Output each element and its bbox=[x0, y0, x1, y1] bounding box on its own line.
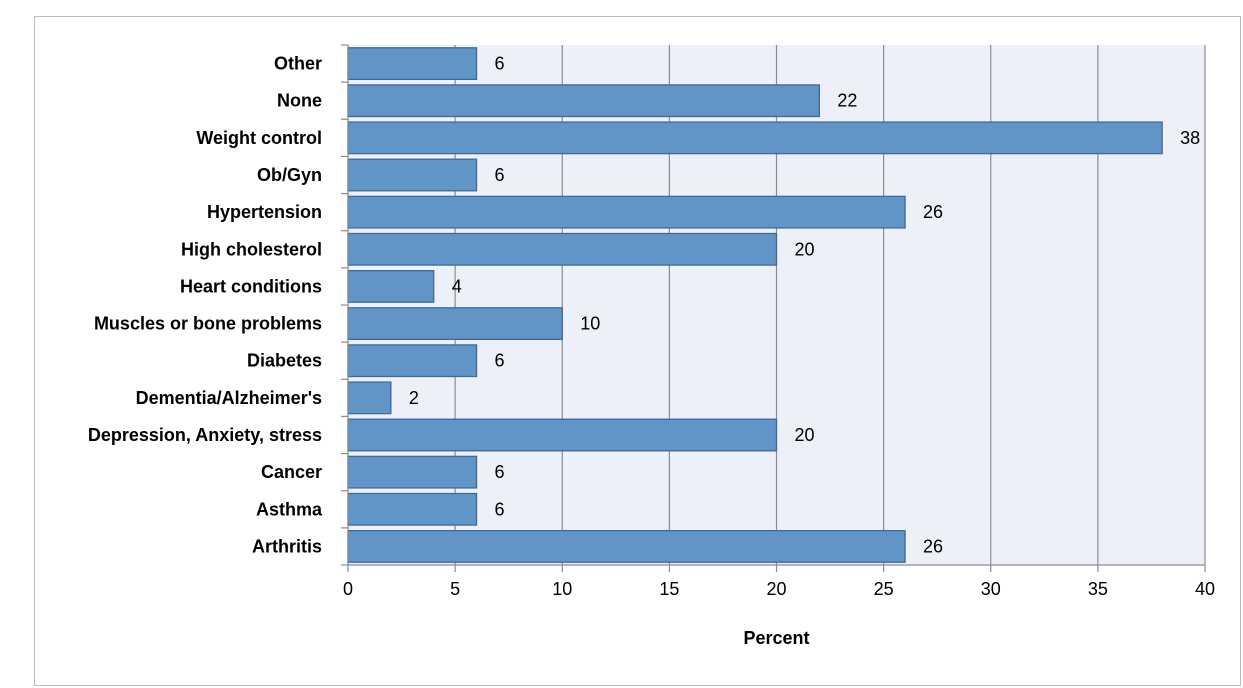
bar bbox=[347, 381, 392, 415]
data-label: 6 bbox=[495, 54, 505, 74]
category-label: Ob/Gyn bbox=[257, 165, 322, 185]
labels: 0 5 10 15 20 25 30 35 40 Other 6 None 22 Weight contr… bbox=[88, 54, 1215, 599]
bar bbox=[347, 344, 478, 378]
data-label: 38 bbox=[1180, 128, 1200, 148]
bar bbox=[347, 269, 435, 303]
category-label: Weight control bbox=[196, 128, 322, 148]
x-tick-label: 30 bbox=[981, 579, 1001, 599]
data-label: 6 bbox=[495, 499, 505, 519]
axes bbox=[341, 44, 1206, 572]
x-axis-title: Percent bbox=[743, 628, 809, 648]
data-label: 22 bbox=[837, 91, 857, 111]
data-label: 6 bbox=[495, 462, 505, 482]
data-label: 6 bbox=[495, 351, 505, 371]
x-tick-label: 25 bbox=[874, 579, 894, 599]
x-tick-label: 40 bbox=[1195, 579, 1215, 599]
bar bbox=[347, 121, 1163, 155]
x-tick-label: 10 bbox=[552, 579, 572, 599]
bar bbox=[347, 307, 563, 341]
bar bbox=[347, 195, 906, 229]
category-label: Depression, Anxiety, stress bbox=[88, 425, 322, 445]
data-label: 2 bbox=[409, 388, 419, 408]
category-label: None bbox=[277, 91, 322, 111]
data-label: 26 bbox=[923, 202, 943, 222]
bar bbox=[347, 418, 778, 452]
x-tick-label: 15 bbox=[659, 579, 679, 599]
bar bbox=[347, 84, 821, 118]
data-label: 10 bbox=[580, 314, 600, 334]
category-label: Dementia/Alzheimer's bbox=[136, 388, 322, 408]
data-label: 26 bbox=[923, 536, 943, 556]
category-label: Heart conditions bbox=[180, 276, 322, 296]
bar bbox=[347, 158, 478, 192]
category-label: High cholesterol bbox=[181, 239, 322, 259]
bar bbox=[347, 455, 478, 489]
data-label: 20 bbox=[795, 239, 815, 259]
category-label: Cancer bbox=[261, 462, 322, 482]
data-label: 6 bbox=[495, 165, 505, 185]
bar bbox=[347, 232, 778, 266]
data-label: 20 bbox=[795, 425, 815, 445]
bar bbox=[347, 529, 906, 563]
category-label: Hypertension bbox=[207, 202, 322, 222]
x-tick-label: 20 bbox=[766, 579, 786, 599]
category-label: Diabetes bbox=[247, 351, 322, 371]
bar bbox=[347, 492, 478, 526]
x-tick-label: 35 bbox=[1088, 579, 1108, 599]
x-tick-label: 5 bbox=[450, 579, 460, 599]
data-label: 4 bbox=[452, 276, 462, 296]
category-label: Muscles or bone problems bbox=[94, 314, 322, 334]
x-tick-label: 0 bbox=[343, 579, 353, 599]
bar bbox=[347, 47, 478, 81]
category-label: Asthma bbox=[256, 499, 323, 519]
category-label: Other bbox=[274, 54, 322, 74]
category-label: Arthritis bbox=[252, 536, 322, 556]
